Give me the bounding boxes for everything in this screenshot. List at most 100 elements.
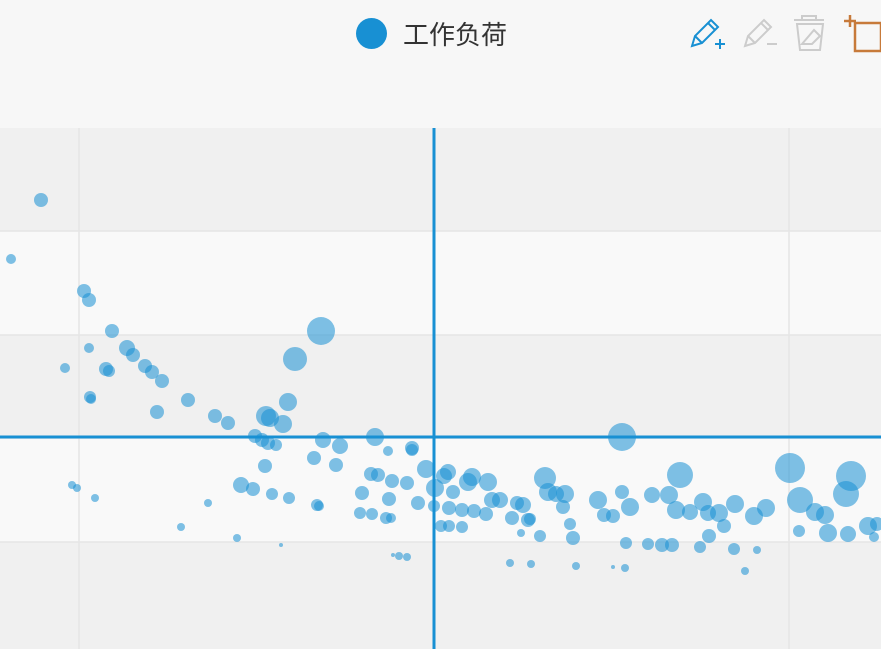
data-point[interactable]	[395, 552, 403, 560]
data-point[interactable]	[572, 562, 580, 570]
data-point[interactable]	[155, 374, 169, 388]
data-point[interactable]	[566, 531, 580, 545]
data-point[interactable]	[870, 517, 881, 531]
data-point[interactable]	[279, 393, 297, 411]
scatter-plot[interactable]	[0, 128, 881, 649]
data-point[interactable]	[60, 363, 70, 373]
data-point[interactable]	[660, 486, 678, 504]
data-point[interactable]	[710, 504, 728, 522]
data-point[interactable]	[753, 546, 761, 554]
data-point[interactable]	[145, 365, 159, 379]
data-point[interactable]	[177, 523, 185, 531]
data-point[interactable]	[505, 511, 519, 525]
data-point[interactable]	[443, 520, 455, 532]
data-point[interactable]	[6, 254, 16, 264]
data-point[interactable]	[383, 446, 393, 456]
data-point[interactable]	[642, 538, 654, 550]
data-point[interactable]	[86, 394, 96, 404]
data-point[interactable]	[620, 537, 632, 549]
data-point[interactable]	[181, 393, 195, 407]
data-point[interactable]	[667, 501, 685, 519]
data-point[interactable]	[82, 293, 96, 307]
data-point[interactable]	[91, 494, 99, 502]
data-point[interactable]	[258, 459, 272, 473]
data-point[interactable]	[73, 484, 81, 492]
data-point[interactable]	[515, 497, 531, 513]
data-point[interactable]	[479, 507, 493, 521]
data-point[interactable]	[307, 451, 321, 465]
data-point[interactable]	[836, 461, 866, 491]
data-point[interactable]	[283, 347, 307, 371]
data-point[interactable]	[84, 343, 94, 353]
data-point[interactable]	[775, 453, 805, 483]
data-point[interactable]	[270, 439, 282, 451]
data-point[interactable]	[315, 432, 331, 448]
data-point[interactable]	[221, 416, 235, 430]
data-point[interactable]	[819, 524, 837, 542]
data-point[interactable]	[741, 567, 749, 575]
data-point[interactable]	[467, 504, 481, 518]
data-point[interactable]	[246, 482, 260, 496]
data-point[interactable]	[644, 487, 660, 503]
data-point[interactable]	[274, 415, 292, 433]
data-point[interactable]	[103, 365, 115, 377]
data-point[interactable]	[726, 495, 744, 513]
data-point[interactable]	[442, 501, 456, 515]
data-point[interactable]	[391, 553, 395, 557]
data-point[interactable]	[440, 464, 456, 480]
data-point[interactable]	[208, 409, 222, 423]
data-point[interactable]	[411, 496, 425, 510]
data-point[interactable]	[266, 488, 278, 500]
data-point[interactable]	[105, 324, 119, 338]
data-point[interactable]	[479, 473, 497, 491]
data-point[interactable]	[611, 565, 615, 569]
rect-select-icon[interactable]	[843, 14, 881, 54]
data-point[interactable]	[446, 485, 460, 499]
data-point[interactable]	[34, 193, 48, 207]
data-point[interactable]	[233, 477, 249, 493]
data-point[interactable]	[283, 492, 295, 504]
data-point[interactable]	[728, 543, 740, 555]
data-point[interactable]	[354, 507, 366, 519]
data-point[interactable]	[665, 538, 679, 552]
data-point[interactable]	[787, 487, 813, 513]
data-point[interactable]	[793, 525, 805, 537]
data-point[interactable]	[307, 317, 335, 345]
data-point[interactable]	[606, 509, 620, 523]
data-point[interactable]	[534, 530, 546, 542]
data-point[interactable]	[667, 462, 693, 488]
data-point[interactable]	[126, 348, 140, 362]
data-point[interactable]	[355, 486, 369, 500]
data-point[interactable]	[517, 529, 525, 537]
data-point[interactable]	[615, 485, 629, 499]
data-point[interactable]	[682, 504, 698, 520]
data-point[interactable]	[492, 492, 508, 508]
data-point[interactable]	[621, 564, 629, 572]
data-point[interactable]	[406, 444, 418, 456]
data-point[interactable]	[403, 553, 411, 561]
data-point[interactable]	[417, 460, 435, 478]
data-point[interactable]	[506, 559, 514, 567]
data-point[interactable]	[621, 498, 639, 516]
data-point[interactable]	[527, 560, 535, 568]
data-point[interactable]	[150, 405, 164, 419]
data-point[interactable]	[400, 476, 414, 490]
data-point[interactable]	[556, 485, 574, 503]
data-point[interactable]	[655, 538, 669, 552]
data-point[interactable]	[385, 474, 399, 488]
data-point[interactable]	[869, 532, 879, 542]
data-point[interactable]	[840, 526, 856, 542]
data-point[interactable]	[556, 500, 570, 514]
data-point[interactable]	[371, 468, 385, 482]
data-point[interactable]	[717, 519, 731, 533]
data-point[interactable]	[314, 501, 324, 511]
data-point[interactable]	[204, 499, 212, 507]
data-point[interactable]	[524, 513, 536, 525]
data-point[interactable]	[382, 492, 396, 506]
data-point[interactable]	[456, 521, 468, 533]
data-point[interactable]	[816, 506, 834, 524]
data-point[interactable]	[702, 529, 716, 543]
data-point[interactable]	[233, 534, 241, 542]
data-point[interactable]	[455, 503, 469, 517]
data-point[interactable]	[332, 438, 348, 454]
